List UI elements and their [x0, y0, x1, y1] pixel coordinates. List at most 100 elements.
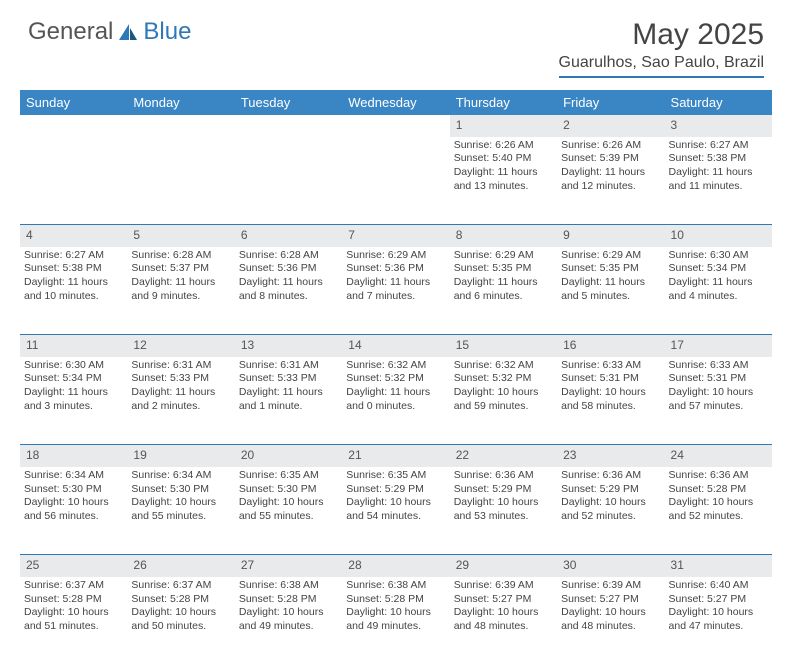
day-header: Sunday [20, 90, 127, 115]
day-number: 15 [450, 335, 557, 357]
day-details: Sunrise: 6:35 AMSunset: 5:29 PMDaylight:… [346, 467, 445, 524]
day-details: Sunrise: 6:28 AMSunset: 5:37 PMDaylight:… [131, 247, 230, 304]
sunrise-text: Sunrise: 6:29 AM [346, 249, 445, 263]
daylight-text: Daylight: 10 hours and 48 minutes. [561, 606, 660, 633]
daylight-text: Daylight: 10 hours and 52 minutes. [561, 496, 660, 523]
day-header: Friday [557, 90, 664, 115]
sunset-text: Sunset: 5:28 PM [239, 593, 338, 607]
day-cell: Sunrise: 6:38 AMSunset: 5:28 PMDaylight:… [235, 577, 342, 665]
day-number: 26 [127, 555, 234, 577]
day-number: 21 [342, 445, 449, 467]
daylight-text: Daylight: 10 hours and 49 minutes. [239, 606, 338, 633]
sunset-text: Sunset: 5:37 PM [131, 262, 230, 276]
day-number: 30 [557, 555, 664, 577]
daylight-text: Daylight: 11 hours and 9 minutes. [131, 276, 230, 303]
day-cell: Sunrise: 6:28 AMSunset: 5:37 PMDaylight:… [127, 247, 234, 335]
daylight-text: Daylight: 10 hours and 49 minutes. [346, 606, 445, 633]
daylight-text: Daylight: 10 hours and 57 minutes. [669, 386, 768, 413]
day-details: Sunrise: 6:37 AMSunset: 5:28 PMDaylight:… [131, 577, 230, 634]
sunrise-text: Sunrise: 6:30 AM [669, 249, 768, 263]
sunset-text: Sunset: 5:33 PM [239, 372, 338, 386]
day-number: 3 [665, 115, 772, 137]
day-number: 16 [557, 335, 664, 357]
day-content-row: Sunrise: 6:27 AMSunset: 5:38 PMDaylight:… [20, 247, 772, 335]
sunset-text: Sunset: 5:38 PM [669, 152, 768, 166]
sunset-text: Sunset: 5:31 PM [561, 372, 660, 386]
sunset-text: Sunset: 5:27 PM [561, 593, 660, 607]
month-title: May 2025 [559, 18, 764, 52]
day-details: Sunrise: 6:27 AMSunset: 5:38 PMDaylight:… [24, 247, 123, 304]
calendar-table: SundayMondayTuesdayWednesdayThursdayFrid… [20, 90, 772, 665]
sunrise-text: Sunrise: 6:35 AM [239, 469, 338, 483]
day-number: 6 [235, 225, 342, 247]
day-cell: Sunrise: 6:34 AMSunset: 5:30 PMDaylight:… [127, 467, 234, 555]
daynum-row: 45678910 [20, 225, 772, 247]
daynum-row: 25262728293031 [20, 555, 772, 577]
sunset-text: Sunset: 5:28 PM [346, 593, 445, 607]
day-number: 23 [557, 445, 664, 467]
sunset-text: Sunset: 5:32 PM [346, 372, 445, 386]
sunset-text: Sunset: 5:34 PM [669, 262, 768, 276]
day-details: Sunrise: 6:39 AMSunset: 5:27 PMDaylight:… [454, 577, 553, 634]
day-content-row: Sunrise: 6:30 AMSunset: 5:34 PMDaylight:… [20, 357, 772, 445]
day-cell: Sunrise: 6:26 AMSunset: 5:39 PMDaylight:… [557, 137, 664, 225]
sunset-text: Sunset: 5:31 PM [669, 372, 768, 386]
day-cell: Sunrise: 6:28 AMSunset: 5:36 PMDaylight:… [235, 247, 342, 335]
day-cell: Sunrise: 6:27 AMSunset: 5:38 PMDaylight:… [20, 247, 127, 335]
day-number: 5 [127, 225, 234, 247]
daylight-text: Daylight: 10 hours and 56 minutes. [24, 496, 123, 523]
sunrise-text: Sunrise: 6:27 AM [669, 139, 768, 153]
brand-part2: Blue [143, 18, 191, 46]
sunrise-text: Sunrise: 6:37 AM [24, 579, 123, 593]
day-cell: Sunrise: 6:31 AMSunset: 5:33 PMDaylight:… [235, 357, 342, 445]
sunset-text: Sunset: 5:32 PM [454, 372, 553, 386]
day-cell: Sunrise: 6:30 AMSunset: 5:34 PMDaylight:… [665, 247, 772, 335]
day-number [127, 115, 234, 137]
day-cell: Sunrise: 6:29 AMSunset: 5:35 PMDaylight:… [450, 247, 557, 335]
day-content-row: Sunrise: 6:34 AMSunset: 5:30 PMDaylight:… [20, 467, 772, 555]
daylight-text: Daylight: 10 hours and 53 minutes. [454, 496, 553, 523]
day-cell: Sunrise: 6:37 AMSunset: 5:28 PMDaylight:… [127, 577, 234, 665]
day-number: 19 [127, 445, 234, 467]
day-number: 27 [235, 555, 342, 577]
day-cell [20, 137, 127, 225]
day-details: Sunrise: 6:32 AMSunset: 5:32 PMDaylight:… [346, 357, 445, 414]
day-number: 1 [450, 115, 557, 137]
day-cell: Sunrise: 6:33 AMSunset: 5:31 PMDaylight:… [665, 357, 772, 445]
daylight-text: Daylight: 11 hours and 0 minutes. [346, 386, 445, 413]
sunrise-text: Sunrise: 6:34 AM [131, 469, 230, 483]
day-number: 9 [557, 225, 664, 247]
sunrise-text: Sunrise: 6:29 AM [561, 249, 660, 263]
day-details: Sunrise: 6:38 AMSunset: 5:28 PMDaylight:… [239, 577, 338, 634]
day-number: 20 [235, 445, 342, 467]
daylight-text: Daylight: 10 hours and 48 minutes. [454, 606, 553, 633]
daylight-text: Daylight: 11 hours and 8 minutes. [239, 276, 338, 303]
day-content-row: Sunrise: 6:37 AMSunset: 5:28 PMDaylight:… [20, 577, 772, 665]
day-header: Monday [127, 90, 234, 115]
daylight-text: Daylight: 10 hours and 54 minutes. [346, 496, 445, 523]
day-number: 8 [450, 225, 557, 247]
day-cell: Sunrise: 6:36 AMSunset: 5:29 PMDaylight:… [557, 467, 664, 555]
sunrise-text: Sunrise: 6:37 AM [131, 579, 230, 593]
day-cell: Sunrise: 6:31 AMSunset: 5:33 PMDaylight:… [127, 357, 234, 445]
day-number [235, 115, 342, 137]
day-details: Sunrise: 6:28 AMSunset: 5:36 PMDaylight:… [239, 247, 338, 304]
day-details: Sunrise: 6:26 AMSunset: 5:40 PMDaylight:… [454, 137, 553, 194]
daylight-text: Daylight: 11 hours and 12 minutes. [561, 166, 660, 193]
day-cell: Sunrise: 6:32 AMSunset: 5:32 PMDaylight:… [450, 357, 557, 445]
day-details: Sunrise: 6:29 AMSunset: 5:35 PMDaylight:… [454, 247, 553, 304]
day-number: 17 [665, 335, 772, 357]
day-number: 29 [450, 555, 557, 577]
daylight-text: Daylight: 11 hours and 2 minutes. [131, 386, 230, 413]
daylight-text: Daylight: 11 hours and 1 minute. [239, 386, 338, 413]
day-details: Sunrise: 6:34 AMSunset: 5:30 PMDaylight:… [24, 467, 123, 524]
sunset-text: Sunset: 5:36 PM [346, 262, 445, 276]
sunrise-text: Sunrise: 6:36 AM [454, 469, 553, 483]
sunset-text: Sunset: 5:28 PM [24, 593, 123, 607]
daylight-text: Daylight: 11 hours and 3 minutes. [24, 386, 123, 413]
day-details: Sunrise: 6:38 AMSunset: 5:28 PMDaylight:… [346, 577, 445, 634]
day-number: 10 [665, 225, 772, 247]
sunrise-text: Sunrise: 6:34 AM [24, 469, 123, 483]
sunset-text: Sunset: 5:28 PM [669, 483, 768, 497]
day-details: Sunrise: 6:33 AMSunset: 5:31 PMDaylight:… [669, 357, 768, 414]
